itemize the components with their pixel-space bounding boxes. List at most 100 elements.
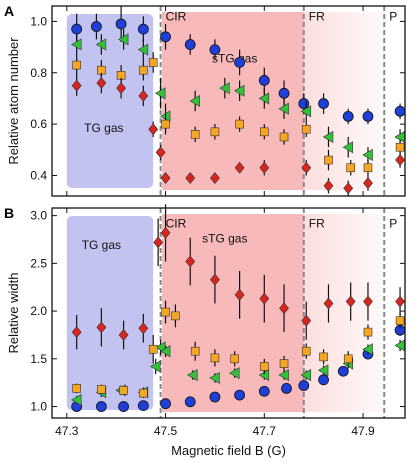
data-point [318, 98, 329, 109]
data-point [363, 327, 373, 337]
data-point [209, 44, 221, 56]
series-triangle [71, 29, 405, 163]
data-point [137, 43, 149, 56]
data-point [189, 94, 200, 108]
data-point [258, 385, 270, 397]
data-point [234, 84, 245, 97]
data-point [159, 345, 171, 358]
data-point [184, 39, 196, 50]
data-point [150, 360, 161, 373]
region-stg-gas [162, 214, 304, 412]
data-point [279, 132, 289, 142]
panel-a: TG gas sTG gas CIR FR P 0.4 0.6 0.8 1.0 A Relative… [4, 3, 406, 197]
data-point [301, 161, 312, 174]
data-point [137, 400, 149, 411]
x-tick-label: 47.3 [55, 424, 79, 438]
data-point [343, 182, 354, 195]
data-point [259, 127, 269, 137]
data-point [95, 38, 107, 51]
data-point [258, 92, 270, 105]
data-point [362, 343, 373, 356]
y-tick-label: 1.0 [30, 14, 47, 28]
y-tick-label: 2.0 [30, 304, 47, 318]
region-stg-gas [162, 12, 304, 190]
data-point [229, 367, 240, 380]
series-circle [71, 6, 406, 125]
data-point [72, 60, 81, 70]
data-point [97, 385, 106, 394]
data-point [71, 393, 82, 406]
data-point [278, 87, 290, 99]
data-point [71, 79, 82, 92]
data-point [116, 82, 127, 95]
data-point [187, 369, 198, 382]
data-point [301, 314, 312, 327]
data-point [395, 154, 405, 167]
x-tick-label: 47.9 [351, 424, 375, 438]
region-fade [303, 214, 385, 412]
y-tick-label: 1.0 [30, 400, 47, 414]
data-point [96, 77, 107, 90]
data-point [71, 23, 83, 35]
data-point [234, 389, 246, 401]
data-point [139, 65, 148, 75]
data-point [259, 161, 270, 174]
vline-label: CIR [166, 216, 187, 230]
data-point [209, 391, 221, 403]
panel-b: TG gas sTG gas CIR FR P 1.0 1.5 2.0 2.5 3.0 47.3 47… [4, 204, 406, 458]
data-point [324, 155, 333, 165]
data-point [395, 142, 405, 152]
data-point [118, 328, 129, 341]
region-label: sTG gas [212, 51, 257, 65]
data-point [234, 57, 246, 68]
data-point [118, 401, 129, 412]
region-label: TG gas [84, 121, 123, 135]
region-tg-gas [66, 14, 154, 188]
data-point [235, 119, 244, 129]
data-point [161, 307, 170, 317]
data-point [115, 18, 127, 30]
data-point [138, 89, 149, 102]
data-point [137, 23, 149, 35]
y-tick-label: 3.0 [30, 209, 47, 223]
data-point [323, 297, 334, 310]
data-point [363, 163, 373, 173]
data-point [298, 380, 310, 391]
data-point [279, 302, 289, 315]
data-point [319, 352, 328, 362]
plot-frame [51, 207, 406, 419]
data-point [184, 396, 196, 408]
data-point [234, 288, 245, 301]
data-point [395, 316, 405, 325]
y-tick-label: 1.5 [30, 352, 47, 366]
data-point [148, 344, 158, 354]
data-point [258, 75, 270, 86]
data-point [160, 31, 171, 43]
data-point [155, 146, 166, 159]
data-point [298, 98, 310, 109]
data-point [71, 38, 82, 51]
data-point [363, 177, 373, 190]
data-point [342, 111, 354, 122]
data-point [148, 123, 159, 136]
data-point [153, 236, 164, 249]
data-point [300, 105, 312, 118]
x-tick-label: 47.5 [154, 424, 178, 438]
vline-label: FR [309, 9, 325, 23]
data-point [346, 163, 355, 173]
data-point [323, 179, 334, 192]
data-point [160, 172, 171, 185]
data-point [210, 127, 220, 137]
data-point [138, 322, 149, 335]
data-point [259, 362, 269, 371]
region-label: TG gas [82, 238, 121, 252]
data-point [72, 384, 81, 393]
data-point [322, 130, 334, 143]
data-point [210, 172, 220, 185]
vline-label: CIR [166, 9, 187, 23]
data-point [171, 311, 180, 321]
data-point [210, 273, 220, 286]
panel-letter: B [4, 205, 14, 221]
data-point [363, 295, 373, 308]
